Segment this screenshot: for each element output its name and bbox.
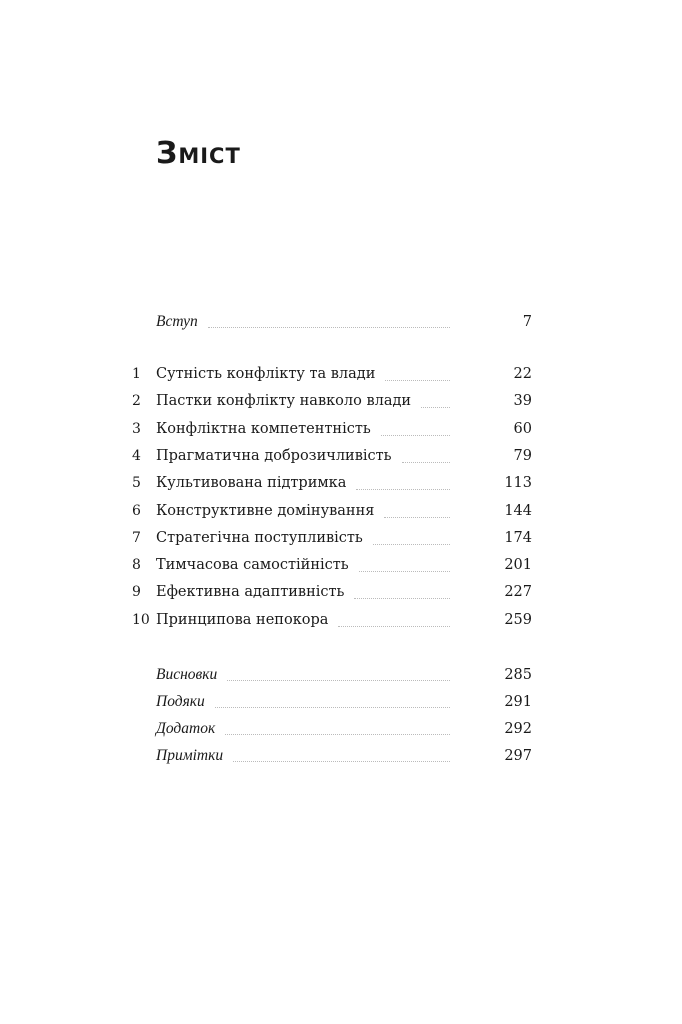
toc-entry: Додаток 292 [120,720,532,742]
entry-title: Конструктивне домінування [156,502,375,519]
entry-title: Прагматична доброзичливість [156,447,392,464]
page-number: 201 [504,557,532,574]
dot-leader [358,570,450,573]
chapter-number: 5 [132,475,141,492]
entry-title: Додаток [156,720,216,737]
entry-title: Висновки [156,666,218,683]
page-number: 297 [504,748,532,764]
dot-leader [214,706,450,708]
page-number: 285 [504,667,532,683]
dot-leader [372,543,450,545]
page-number: 39 [513,393,532,410]
dot-leader [207,326,450,328]
page-number: 22 [513,366,532,382]
toc-entry: 7 Стратегічна поступливість 174 [120,530,532,552]
entry-title: Культивована підтримка [156,475,347,492]
toc-entry: 6 Конструктивне домінування 144 [120,503,532,525]
entry-title: Примітки [156,747,224,764]
entry-title: Пастки конфлікту навколо влади [156,393,412,410]
toc-entry: Висновки 285 [120,666,532,688]
dot-leader [227,679,450,681]
chapter-number: 4 [132,447,141,464]
toc-entry: Вступ 7 [120,313,532,335]
dot-leader [384,516,450,518]
toc-entry: 2 Пастки конфлікту навколо влади 39 [120,393,532,415]
page-number: 79 [513,447,532,464]
toc-entry: 9 Ефективна адаптивність 227 [120,584,532,606]
toc-entry: 3 Конфліктна компетентність 60 [120,421,532,443]
toc-entry: 8 Тимчасова самостійність 201 [120,557,532,579]
dot-leader [380,434,450,436]
page-number: 292 [504,721,532,737]
dot-leader [338,625,450,627]
page-number: 291 [504,694,532,710]
chapter-number: 9 [132,584,141,601]
chapter-number: 10 [132,611,150,628]
dot-leader [354,597,450,600]
dot-leader [233,760,450,762]
entry-title: Тимчасова самостійність [156,557,349,574]
toc-entry: Примітки 297 [120,747,532,769]
dot-leader [401,461,450,463]
toc-entry: 4 Прагматична доброзичливість 79 [120,448,532,470]
toc-entry: 5 Культивована підтримка 113 [120,475,532,497]
chapter-number: 6 [132,502,141,519]
entry-title: Принципова непокора [156,611,329,628]
entry-title: Стратегічна поступливість [156,529,363,546]
entry-title: Сутність конфлікту та влади [156,366,376,382]
dot-leader [356,488,450,491]
entry-title: Ефективна адаптивність [156,584,345,601]
page-number: 227 [504,584,532,601]
page-number: 144 [504,502,532,519]
chapter-number: 8 [132,557,141,574]
entry-title: Вступ [156,313,198,330]
toc-entry: 10 Принципова непокора 259 [120,612,532,634]
dot-leader [225,733,450,735]
page-number: 174 [504,529,532,546]
chapter-number: 2 [132,393,141,410]
page-number: 60 [513,420,532,437]
toc-entry: 1 Сутність конфлікту та влади 22 [120,366,532,388]
page-number: 113 [504,475,532,492]
dot-leader [421,406,450,409]
toc-entry: Подяки 291 [120,693,532,715]
entry-title: Конфліктна компетентність [156,420,371,437]
chapter-number: 7 [132,529,141,546]
chapter-number: 1 [132,366,141,382]
page-title: Зміст [156,136,241,171]
dot-leader [385,379,450,381]
page-number: 259 [504,611,532,628]
page-number: 7 [522,314,532,330]
entry-title: Подяки [156,693,205,710]
chapter-number: 3 [132,420,141,437]
